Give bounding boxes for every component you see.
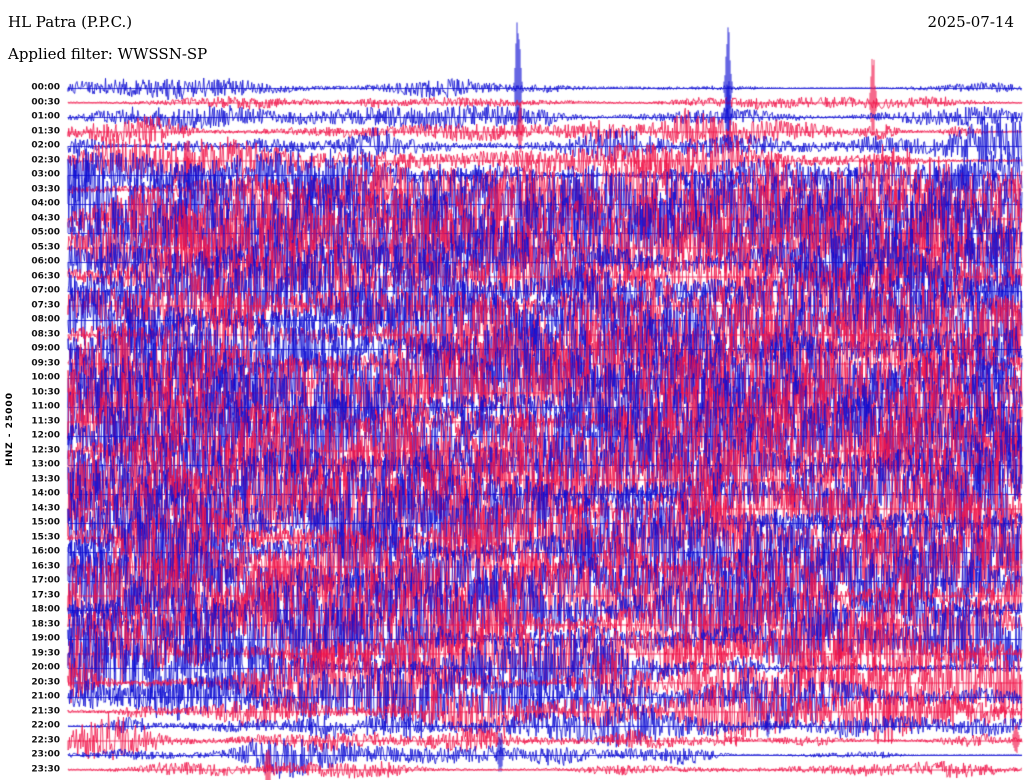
time-label: 02:30 (31, 155, 60, 165)
time-label: 13:00 (31, 459, 60, 470)
time-label: 20:00 (31, 662, 60, 673)
time-label: 12:00 (31, 430, 60, 441)
time-label: 09:00 (31, 343, 60, 354)
time-label: 21:00 (31, 691, 60, 702)
time-axis: 00:00 00:30 01:00 01:30 02:00 02:30 03:00 03:30… (0, 0, 62, 780)
time-label: 00:30 (31, 97, 60, 107)
time-label: 10:30 (31, 387, 60, 397)
time-label: 21:30 (31, 706, 60, 716)
filter-label: Applied filter: WWSSN-SP (8, 45, 208, 63)
time-label: 07:00 (31, 285, 60, 296)
time-label: 23:00 (31, 749, 60, 760)
time-label: 14:00 (31, 488, 60, 499)
date-label: 2025-07-14 (927, 13, 1014, 31)
time-label: 04:00 (31, 198, 60, 209)
time-label: 18:30 (31, 619, 60, 629)
time-label: 14:30 (31, 503, 60, 513)
time-label: 07:30 (31, 300, 60, 310)
time-label: 18:00 (31, 604, 60, 615)
station-title: HL Patra (P.P.C.) (8, 13, 133, 31)
time-label: 09:30 (31, 358, 60, 368)
time-label: 08:00 (31, 314, 60, 325)
time-label: 05:30 (31, 242, 60, 252)
time-label: 11:00 (31, 401, 60, 412)
time-label: 16:00 (31, 546, 60, 557)
time-label: 03:30 (31, 184, 60, 194)
time-label: 01:00 (31, 111, 60, 122)
time-label: 22:30 (31, 735, 60, 745)
time-label: 17:00 (31, 575, 60, 586)
time-label: 19:00 (31, 633, 60, 644)
time-label: 01:30 (31, 126, 60, 136)
time-label: 19:30 (31, 648, 60, 658)
time-label: 11:30 (31, 416, 60, 426)
time-label: 16:30 (31, 561, 60, 571)
time-label: 10:00 (31, 372, 60, 383)
time-label: 23:30 (31, 764, 60, 774)
time-label: 15:30 (31, 532, 60, 542)
time-label: 08:30 (31, 329, 60, 339)
time-label: 13:30 (31, 474, 60, 484)
time-label: 04:30 (31, 213, 60, 223)
time-label: 06:00 (31, 256, 60, 267)
time-label: 15:00 (31, 517, 60, 528)
time-label: 12:30 (31, 445, 60, 455)
time-label: 06:30 (31, 271, 60, 281)
time-label: 03:00 (31, 169, 60, 180)
time-label: 00:00 (31, 82, 60, 93)
time-label: 05:00 (31, 227, 60, 238)
time-label: 17:30 (31, 590, 60, 600)
time-label: 20:30 (31, 677, 60, 687)
time-label: 22:00 (31, 720, 60, 731)
time-label: 02:00 (31, 140, 60, 151)
